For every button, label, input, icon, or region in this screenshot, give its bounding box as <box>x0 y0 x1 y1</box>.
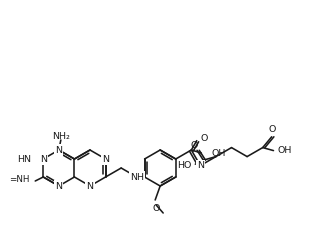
Text: =NH: =NH <box>9 174 29 184</box>
Text: O: O <box>268 125 275 134</box>
Text: HN: HN <box>17 155 31 163</box>
Text: O: O <box>153 204 160 212</box>
Text: O: O <box>190 141 198 150</box>
Text: N: N <box>40 155 47 163</box>
Text: N: N <box>55 182 62 191</box>
Text: N: N <box>86 182 94 191</box>
Text: OH: OH <box>211 148 226 158</box>
Text: N: N <box>197 161 204 170</box>
Text: N: N <box>102 155 109 163</box>
Text: NH₂: NH₂ <box>52 132 70 140</box>
Text: N: N <box>55 146 62 155</box>
Text: O: O <box>201 134 208 143</box>
Text: NH: NH <box>130 172 144 182</box>
Text: HO: HO <box>177 161 191 170</box>
Text: OH: OH <box>277 146 291 155</box>
